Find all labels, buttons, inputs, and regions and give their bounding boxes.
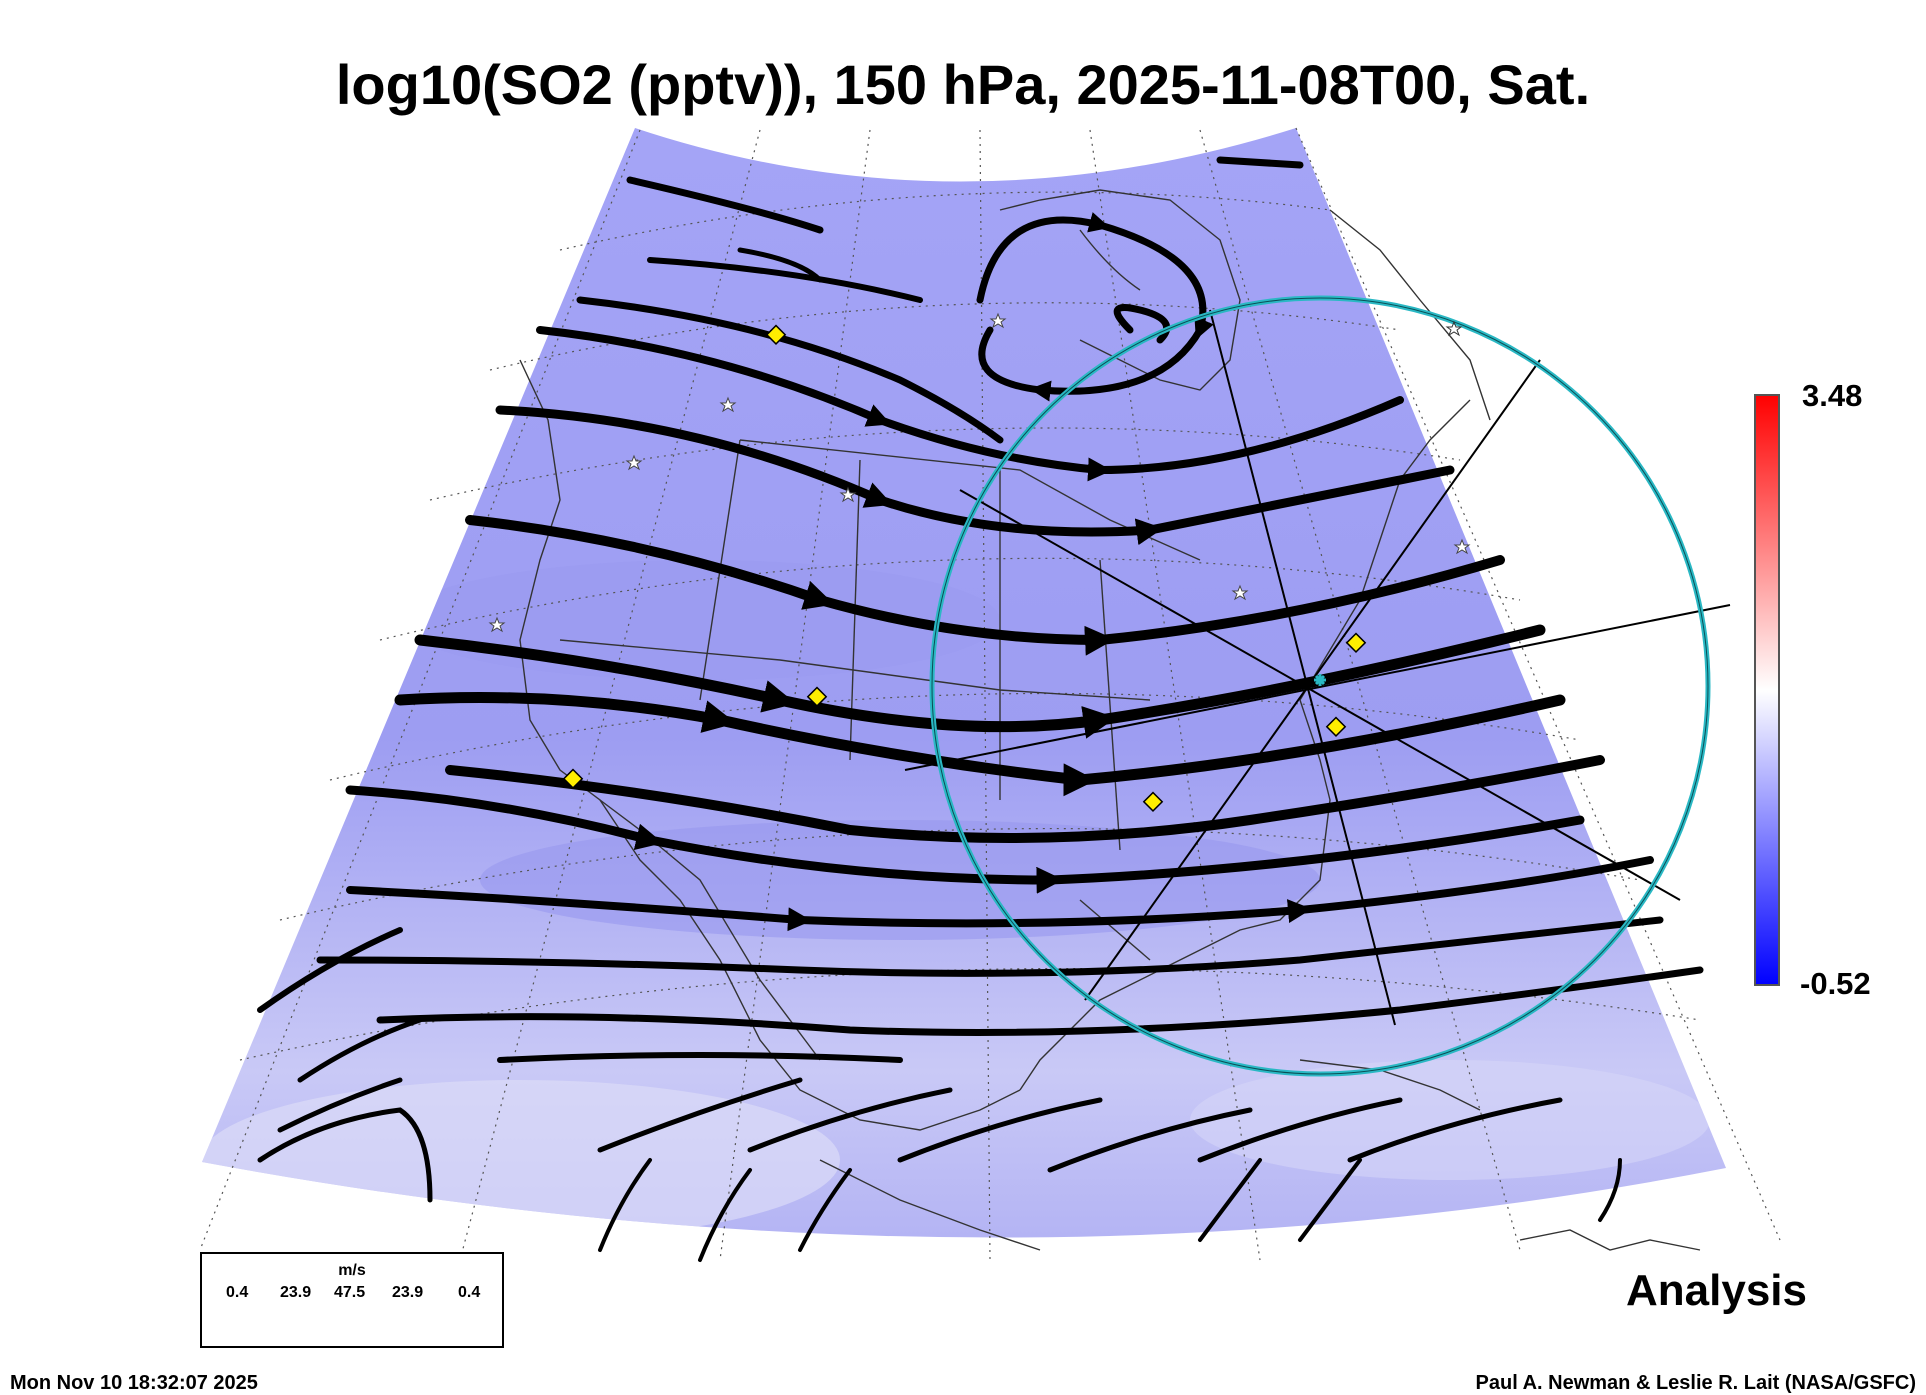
diamond-marker: [1325, 716, 1347, 737]
star-markers: [488, 312, 1471, 633]
star-icon: [839, 486, 857, 503]
center-station-icon: [1314, 674, 1326, 686]
colorbar: [1754, 394, 1780, 986]
credit: Paul A. Newman & Leslie R. Lait (NASA/GS…: [1475, 1372, 1916, 1394]
diamond-marker: [765, 324, 787, 345]
star-icon: [989, 312, 1007, 329]
timestamp: Mon Nov 10 18:32:07 2025: [10, 1372, 258, 1394]
star-icon: [719, 396, 737, 413]
wind-speed-legend: m/s 0.4 23.9 47.5 23.9 0.4: [200, 1252, 504, 1348]
star-icon: [625, 454, 643, 471]
legend-value: 0.4: [226, 1284, 249, 1301]
legend-value: 0.4: [458, 1284, 481, 1301]
star-icon: [488, 616, 506, 633]
diamond-marker: [806, 686, 828, 707]
star-icon: [1231, 584, 1249, 601]
star-icon: [1445, 320, 1463, 337]
star-icon: [1453, 538, 1471, 555]
colorbar-min-label: -0.52: [1800, 966, 1871, 1001]
diamond-marker: [1345, 632, 1367, 653]
trajectory-lines: [904, 309, 1731, 1026]
page-title: log10(SO2 (pptv)), 150 hPa, 2025-11-08T0…: [335, 53, 1591, 116]
legend-unit: m/s: [338, 1262, 366, 1279]
legend-value: 47.5: [334, 1284, 366, 1301]
colorbar-max-label: 3.48: [1802, 378, 1863, 413]
diamond-marker: [562, 768, 584, 789]
station-markers: [562, 324, 1367, 812]
diamond-marker: [1142, 791, 1164, 812]
legend-value: 23.9: [392, 1284, 424, 1301]
analysis-label: Analysis: [1626, 1266, 1807, 1315]
legend-value: 23.9: [280, 1284, 312, 1301]
